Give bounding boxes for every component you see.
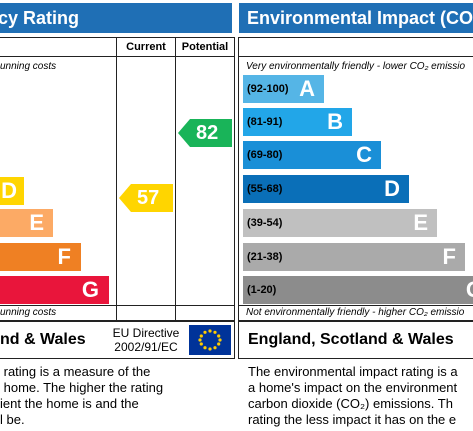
band-e-left: E bbox=[0, 209, 53, 237]
column-header-potential: Potential bbox=[181, 41, 229, 53]
right-header-title: Environmental Impact (CO bbox=[247, 8, 473, 28]
env-band-f: (21-38) F bbox=[243, 243, 465, 271]
left-description: rating is a measure of the home. The hig… bbox=[0, 364, 164, 427]
env-band-g: (1-20) G bbox=[243, 276, 473, 304]
eu-directive-line2: 2002/91/EC bbox=[114, 340, 178, 354]
left-note-bottom: unning costs bbox=[0, 307, 57, 318]
right-footer-box bbox=[238, 321, 473, 359]
band-g-left: G bbox=[0, 276, 109, 304]
band-d-left-letter: D bbox=[1, 178, 17, 203]
potential-arrow-shape bbox=[178, 119, 232, 147]
column-header-current: Current bbox=[126, 41, 166, 53]
eu-stars-icon bbox=[198, 329, 222, 351]
env-band-g-range: (1-20) bbox=[247, 284, 277, 296]
right-panel-header: Environmental Impact (CO bbox=[239, 3, 473, 33]
env-band-b-letter: B bbox=[327, 109, 343, 134]
right-description: The environmental impact rating is a a h… bbox=[248, 364, 458, 427]
eu-directive-line1: EU Directive bbox=[112, 326, 180, 340]
band-f-left-letter: F bbox=[57, 244, 71, 269]
env-band-c: (69-80) C bbox=[243, 141, 381, 169]
right-divider-footer-row bbox=[238, 305, 473, 306]
env-band-g-letter: G bbox=[243, 276, 473, 304]
env-band-d-letter: D bbox=[384, 176, 400, 201]
left-footer-title: nd & Wales bbox=[0, 331, 86, 348]
env-band-c-range: (69-80) bbox=[247, 149, 283, 161]
env-band-a-letter: A bbox=[299, 76, 315, 101]
eu-directive-text: EU Directive 2002/91/EC bbox=[107, 326, 185, 354]
efficiency-chart bbox=[0, 37, 235, 321]
env-band-e-range: (39-54) bbox=[247, 217, 283, 229]
divider-potential-left bbox=[175, 37, 176, 321]
divider-header-row bbox=[0, 56, 234, 57]
band-f-left: F bbox=[0, 243, 81, 271]
left-header-title: cy Rating bbox=[0, 8, 80, 28]
right-divider-header-row bbox=[238, 56, 473, 57]
env-band-e: (39-54) E bbox=[243, 209, 437, 237]
env-band-c-letter: C bbox=[356, 142, 372, 167]
right-footer-title: England, Scotland & Wales bbox=[248, 331, 454, 348]
env-band-b: (81-91) B bbox=[243, 108, 352, 136]
env-band-d-range: (55-68) bbox=[247, 183, 283, 195]
band-d-left: D bbox=[0, 177, 24, 205]
band-g-left-letter: G bbox=[81, 277, 99, 302]
env-band-b-range: (81-91) bbox=[247, 116, 283, 128]
band-e-left-letter: E bbox=[29, 210, 44, 235]
left-panel-header: cy Rating bbox=[0, 3, 232, 33]
right-note-top: Very environmentally friendly - lower CO… bbox=[246, 61, 466, 72]
potential-rating-value: 82 bbox=[196, 122, 219, 144]
env-band-f-range: (21-38) bbox=[247, 251, 283, 263]
current-rating-arrow: 57 bbox=[119, 184, 173, 212]
env-band-f-letter: F bbox=[442, 244, 456, 269]
eu-flag-icon bbox=[189, 325, 231, 355]
env-band-a: (92-100) A bbox=[243, 75, 324, 103]
env-band-e-letter: E bbox=[413, 210, 428, 235]
potential-rating-arrow: 82 bbox=[178, 119, 232, 147]
env-band-d: (55-68) D bbox=[243, 175, 409, 203]
left-note-top: unning costs bbox=[0, 61, 57, 72]
current-rating-value: 57 bbox=[137, 187, 160, 209]
current-arrow-shape bbox=[119, 184, 173, 212]
divider-footer-row bbox=[0, 305, 234, 306]
env-band-a-range: (92-100) bbox=[247, 83, 289, 95]
divider-current-left bbox=[116, 37, 117, 321]
right-note-bottom: Not environmentally friendly - higher CO… bbox=[246, 307, 465, 318]
